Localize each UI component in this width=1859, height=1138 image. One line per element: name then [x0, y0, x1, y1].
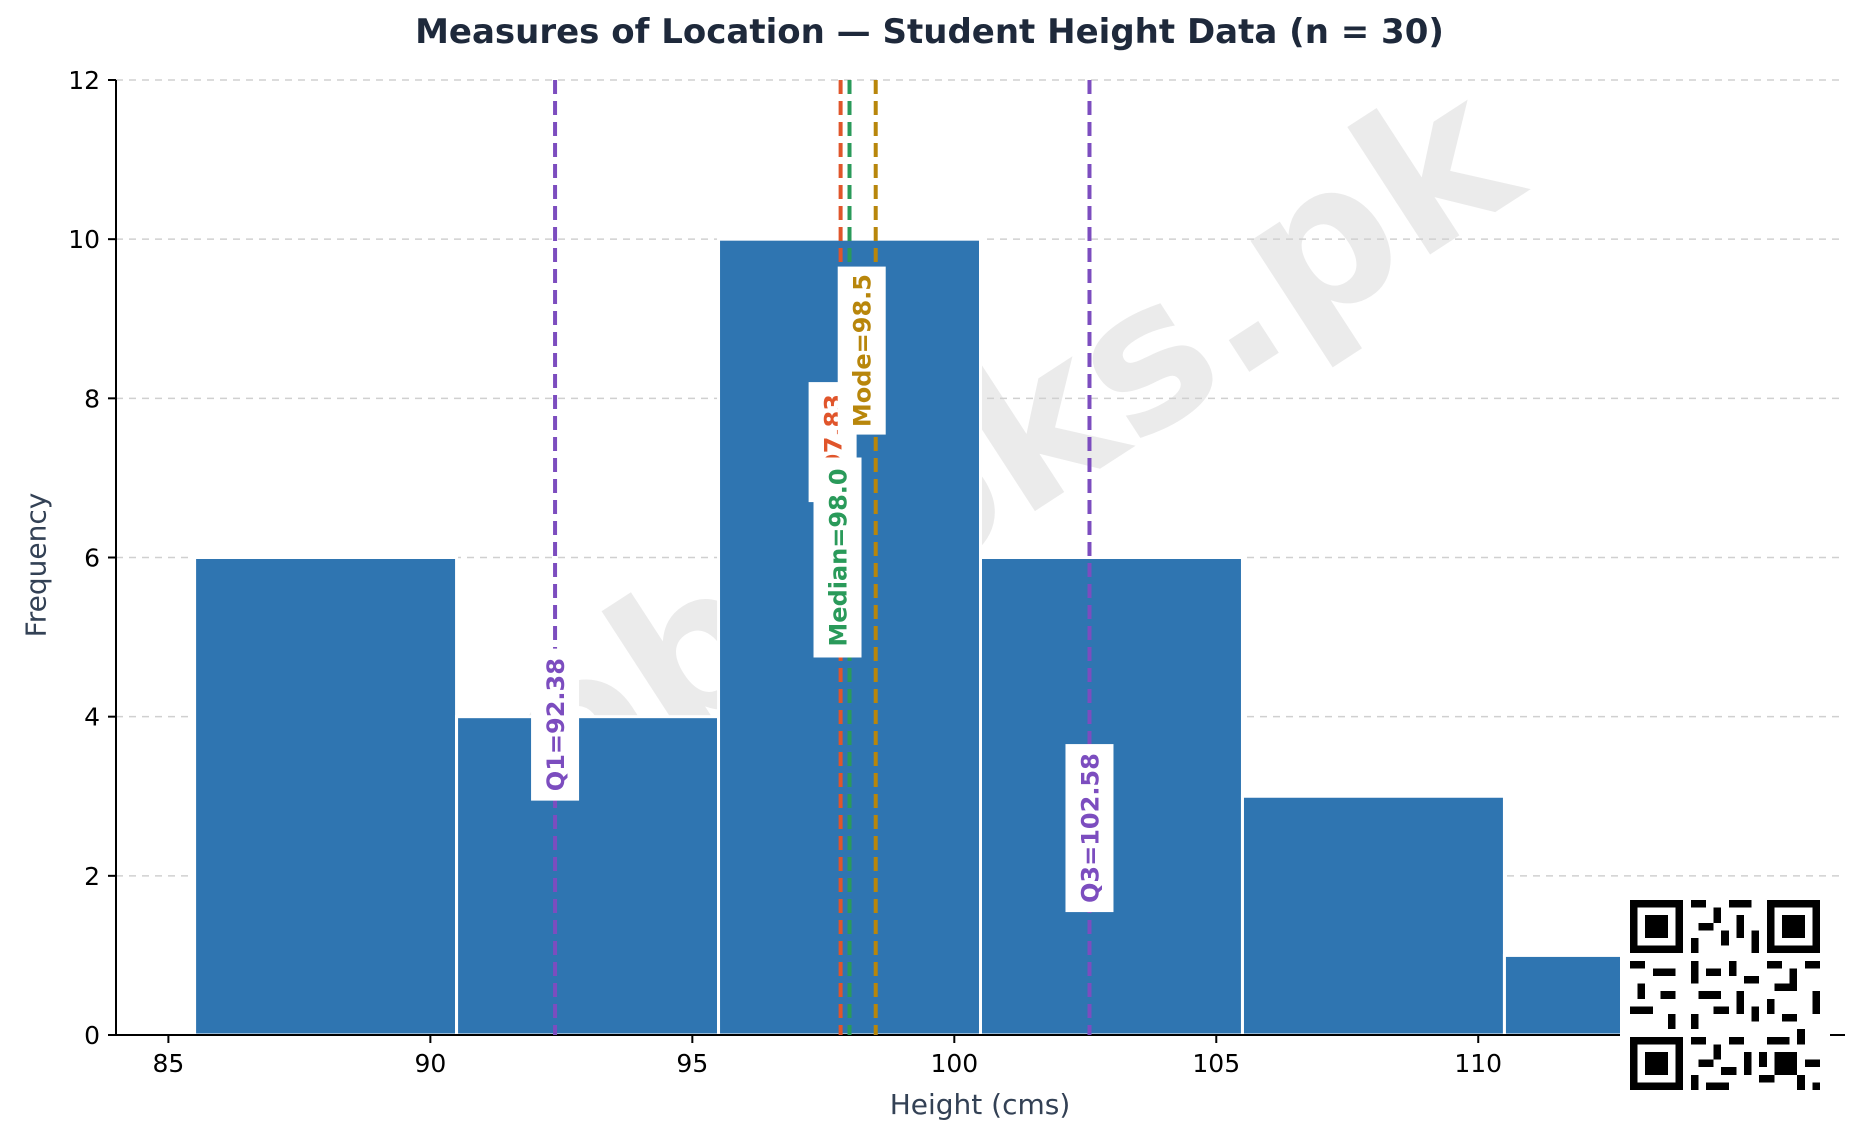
reference-label-group: Q1=92.38 — [531, 648, 580, 801]
x-tick-label: 95 — [676, 1049, 708, 1078]
y-tick-label: 10 — [68, 225, 100, 254]
histogram-bars — [193, 237, 1768, 1037]
qr-code-icon — [1620, 890, 1830, 1100]
histogram-bar — [193, 556, 459, 1037]
y-tick-label: 2 — [84, 862, 100, 891]
reference-label-box — [531, 648, 580, 801]
reference-label-box — [813, 457, 862, 658]
reference-label-group: Median=98.0 — [813, 457, 862, 658]
x-tick-label: 85 — [152, 1049, 184, 1078]
reference-label-group: Q3=102.58 — [1065, 744, 1114, 913]
x-tick-label: 110 — [1454, 1049, 1502, 1078]
y-axis-label-wrap: Frequency — [16, 493, 56, 638]
y-tick-label: 0 — [84, 1021, 100, 1050]
reference-label-group: Mode=98.5 — [837, 266, 886, 435]
x-axis-label: Height (cms) — [889, 1088, 1071, 1121]
x-tick-label: 105 — [1192, 1049, 1240, 1078]
reference-lines: Q1=92.38=97.83Median=98.0Mode=98.5Q3=102… — [531, 80, 1114, 1035]
histogram-bar — [455, 715, 721, 1037]
x-tick-label: 100 — [930, 1049, 978, 1078]
y-tick-label: 8 — [84, 384, 100, 413]
y-tick-label: 12 — [68, 66, 100, 95]
axes: 0 2 4 6 8 10 12 85 90 95 100 105 110 — [68, 66, 1845, 1078]
histogram-bar — [1240, 794, 1506, 1037]
y-axis-label: Frequency — [19, 492, 53, 638]
reference-label: Q3=102.58 — [1076, 753, 1104, 903]
reference-label-box — [837, 266, 886, 435]
x-tick-label: 90 — [414, 1049, 446, 1078]
reference-label: Mode=98.5 — [849, 274, 877, 427]
reference-label: Median=98.0 — [825, 468, 853, 646]
reference-label: Q1=92.38 — [542, 658, 570, 791]
y-tick-label: 6 — [84, 544, 100, 573]
reference-label-box — [1065, 744, 1114, 913]
chart-title: Measures of Location — Student Height Da… — [415, 12, 1444, 52]
y-tick-label: 4 — [84, 703, 100, 732]
